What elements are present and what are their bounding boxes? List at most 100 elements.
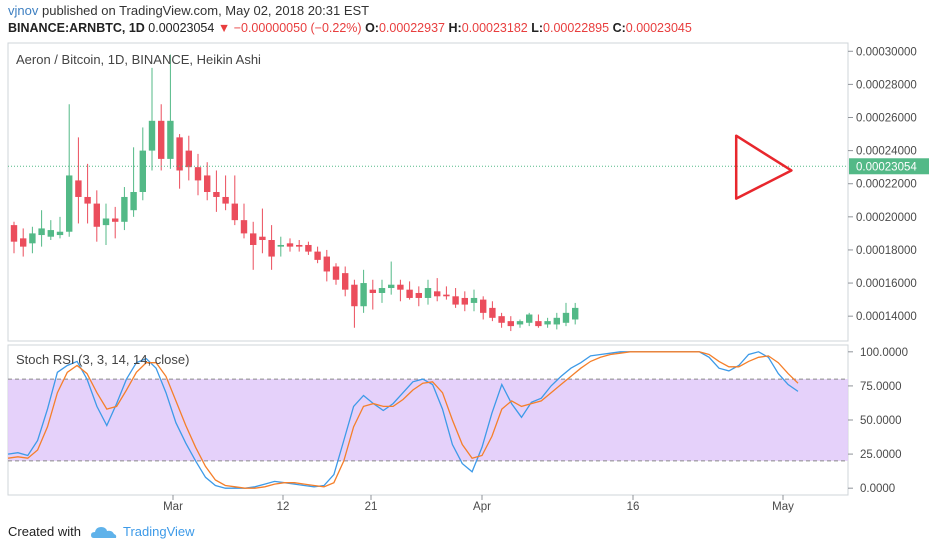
time-tick-label: Mar <box>163 501 183 513</box>
candles: 0.00023054 <box>8 54 929 332</box>
candle-body <box>434 291 441 297</box>
candle-body <box>526 314 533 323</box>
candle-body <box>397 284 404 290</box>
candle-body <box>461 297 468 305</box>
publish-line: vjnov published on TradingView.com, May … <box>8 3 369 18</box>
publish-info: published on TradingView.com, May 02, 20… <box>41 3 370 18</box>
candle-body <box>553 317 560 325</box>
last-price-label: 0.00023054 <box>856 161 917 173</box>
candle-body <box>148 120 156 151</box>
last-price-badge <box>849 158 929 175</box>
candle-body <box>121 196 128 222</box>
down-arrow-icon: ▼ <box>217 21 231 35</box>
candle-body <box>194 167 202 181</box>
time-tick-label: Apr <box>473 501 491 513</box>
candle-body <box>516 321 524 325</box>
high-value: 0.00023182 <box>461 21 528 35</box>
candle-body <box>38 228 45 236</box>
price-tick-label: 0.00016000 <box>856 278 917 290</box>
candle-body <box>185 150 192 168</box>
candle-body <box>535 321 542 327</box>
candle-body <box>84 196 91 204</box>
open-label: O: <box>365 21 379 35</box>
high-label: H: <box>448 21 462 35</box>
author-link[interactable]: vjnov <box>8 3 39 18</box>
price-tick-label: 0.00024000 <box>856 146 917 158</box>
candle-body <box>369 289 376 293</box>
candle-body <box>250 233 257 245</box>
candle-body <box>562 312 570 323</box>
low-label: L: <box>531 21 544 35</box>
candle-body <box>424 288 432 298</box>
candle-body <box>268 240 275 257</box>
triangle-pattern-drawing <box>734 134 793 200</box>
price-axis: 0.00014000 0.00016000 0.00018000 0.00020000… <box>848 46 917 323</box>
candle-body <box>314 251 321 260</box>
candle-body <box>139 150 146 192</box>
rsi-tick-label: 50.0000 <box>860 415 902 427</box>
candle-body <box>480 299 487 313</box>
time-tick-label: May <box>772 501 794 513</box>
price-tick-label: 0.00018000 <box>856 245 917 257</box>
price-tick-label: 0.00022000 <box>856 179 917 191</box>
candle-body <box>378 288 386 293</box>
candle-body <box>213 192 220 197</box>
stoch-d-line <box>7 351 799 489</box>
candle-body <box>415 292 422 298</box>
created-with-label: Created with <box>8 524 81 539</box>
candle-body <box>176 137 183 171</box>
close-value: 0.00023045 <box>625 21 692 35</box>
low-value: 0.00022895 <box>543 21 610 35</box>
candle-body <box>167 120 174 159</box>
rsi-band-fill <box>8 379 848 461</box>
candle-body <box>489 307 496 318</box>
candle-body <box>305 244 312 252</box>
time-tick-label: 21 <box>365 501 378 513</box>
price-chart-title: Aeron / Bitcoin, 1D, BINANCE, Heikin Ash… <box>16 52 261 67</box>
time-tick-label: 12 <box>277 501 290 513</box>
candle-body <box>158 120 165 159</box>
rsi-tick-label: 100.0000 <box>860 347 908 359</box>
candle-body <box>332 266 340 280</box>
candle-body <box>204 175 211 192</box>
symbol-line: BINANCE:ARNBTC, 1D 0.00023054 ▼ −0.00000… <box>8 21 692 35</box>
last-price: 0.00023054 <box>148 21 215 35</box>
candle-body <box>470 297 478 303</box>
price-tick-label: 0.00020000 <box>856 212 917 224</box>
candle-body <box>130 192 137 211</box>
candle-body <box>75 180 82 197</box>
candle-body <box>259 236 266 241</box>
candle-body <box>544 321 551 325</box>
candle-body <box>572 307 579 320</box>
candle-body <box>277 244 284 247</box>
candle-body <box>388 284 395 289</box>
tradingview-cloud-icon <box>90 526 117 538</box>
candle-body <box>342 273 349 290</box>
candle-body <box>102 218 110 226</box>
candle-body <box>222 196 229 204</box>
candle-body <box>498 316 505 323</box>
open-value: 0.00022937 <box>378 21 445 35</box>
candle-body <box>10 225 18 242</box>
candle-body <box>452 296 459 305</box>
time-axis: Mar 12 21 Apr 16 May <box>163 495 794 513</box>
candle-body <box>286 243 294 247</box>
rsi-title: Stoch RSI (3, 3, 14, 14, close) <box>16 352 189 367</box>
candle-body <box>296 244 303 247</box>
close-label: C: <box>612 21 626 35</box>
tradingview-brand-link[interactable]: TradingView <box>122 524 195 539</box>
time-tick-label: 16 <box>627 501 640 513</box>
candle-body <box>351 284 358 307</box>
candle-body <box>360 283 367 307</box>
candle-body <box>323 256 330 272</box>
price-tick-label: 0.00014000 <box>856 311 917 323</box>
rsi-tick-label: 75.0000 <box>860 381 902 393</box>
price-tick-label: 0.00028000 <box>856 79 917 91</box>
candle-body <box>29 233 36 244</box>
candle-body <box>93 203 100 227</box>
candle-body <box>406 289 413 298</box>
candle-body <box>66 175 73 232</box>
candle-body <box>112 218 119 222</box>
price-change: −0.00000050 (−0.22%) <box>233 21 362 35</box>
